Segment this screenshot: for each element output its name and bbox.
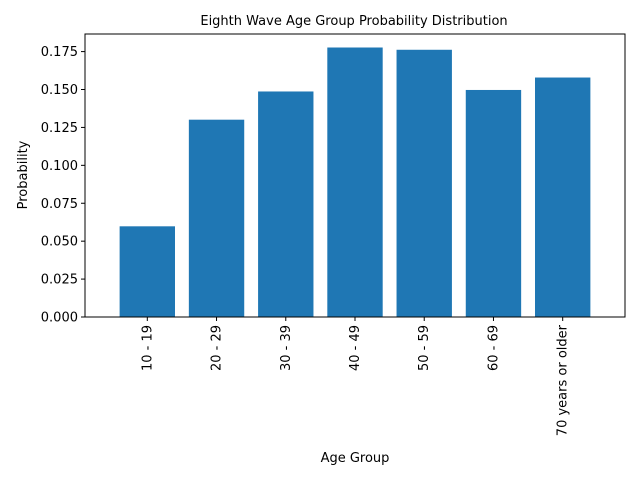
bars-group: [119, 47, 591, 318]
y-tick-label-1: 0.025: [41, 273, 78, 288]
y-tick-label-3: 0.075: [41, 197, 78, 212]
y-tick-label-6: 0.150: [41, 83, 78, 98]
x-tick-label-2: 30 - 39: [279, 325, 294, 371]
x-tick-label-4: 50 - 59: [417, 325, 432, 371]
chart-title: Eighth Wave Age Group Probability Distri…: [200, 14, 507, 29]
y-tick-label-2: 0.050: [41, 235, 78, 250]
x-axis: 10 - 19 20 - 29 30 - 39 40 - 49 50 - 59 60 - …: [140, 317, 571, 436]
bar-6: [535, 77, 591, 317]
x-tick-label-3: 40 - 49: [348, 325, 363, 371]
bar-4: [396, 49, 452, 318]
x-tick-label-1: 20 - 29: [210, 325, 225, 371]
x-axis-label: Age Group: [321, 451, 390, 466]
y-axis-label: Probability: [16, 140, 31, 209]
bar-3: [327, 47, 383, 317]
bar-2: [258, 91, 314, 317]
x-tick-label-5: 60 - 69: [486, 325, 501, 371]
x-tick-label-0: 10 - 19: [140, 325, 155, 371]
bar-5: [465, 89, 522, 318]
y-tick-label-4: 0.100: [41, 159, 78, 174]
y-tick-label-7: 0.175: [41, 45, 78, 60]
bar-1: [188, 119, 245, 317]
y-tick-label-0: 0.000: [41, 311, 78, 326]
bar-0: [119, 226, 175, 317]
y-tick-label-5: 0.125: [41, 121, 78, 136]
x-tick-label-6: 70 years or older: [556, 324, 571, 436]
y-axis: 0.000 0.025 0.050 0.075 0.100 0.125 0.150 0.175: [41, 45, 85, 326]
plot-frame: [84, 33, 626, 318]
